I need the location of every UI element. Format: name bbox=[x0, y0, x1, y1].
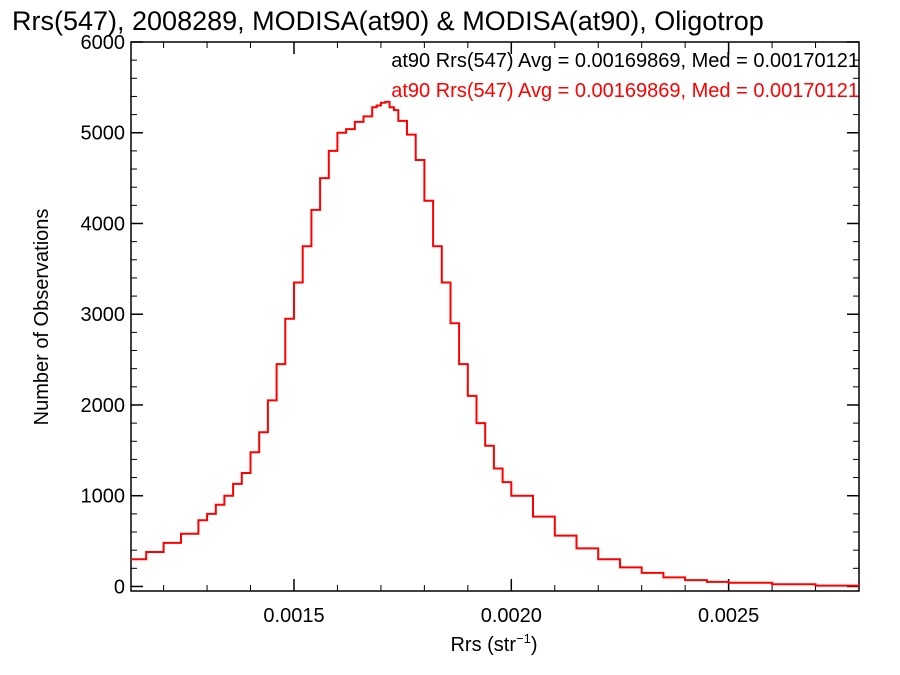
y-axis: 0 1000 2000 3000 4000 5000 6000 bbox=[81, 32, 859, 598]
chart-title: Rrs(547), 2008289, MODISA(at90) & MODISA… bbox=[12, 6, 764, 36]
annotation-black: at90 Rrs(547) Avg = 0.00169869, Med = 0.… bbox=[391, 50, 859, 72]
x-tick-label: 0.0015 bbox=[263, 605, 324, 627]
x-axis-label: Rrs (str−1) bbox=[450, 631, 537, 656]
plot-border bbox=[130, 41, 860, 592]
y-tick-label: 0 bbox=[114, 576, 125, 598]
x-tick-label: 0.0020 bbox=[481, 605, 542, 627]
annotation-red: at90 Rrs(547) Avg = 0.00169869, Med = 0.… bbox=[391, 80, 859, 102]
x-tick-label: 0.0025 bbox=[698, 605, 759, 627]
y-tick-label: 4000 bbox=[81, 213, 126, 235]
plot-frame bbox=[130, 41, 860, 592]
histogram-series-0 bbox=[131, 100, 860, 587]
series-layer bbox=[131, 100, 860, 587]
x-axis-label-superscript: −1 bbox=[516, 631, 531, 646]
y-axis-label: Number of Observations bbox=[31, 209, 53, 426]
y-tick-label: 2000 bbox=[81, 395, 126, 417]
x-axis-label-prefix: Rrs (str bbox=[450, 634, 516, 656]
y-tick-label: 6000 bbox=[81, 32, 126, 54]
x-axis-label-suffix: ) bbox=[531, 634, 538, 656]
y-tick-label: 1000 bbox=[81, 486, 126, 508]
y-tick-label: 3000 bbox=[81, 304, 126, 326]
y-tick-label: 5000 bbox=[81, 123, 126, 145]
x-axis: 0.0015 0.0020 0.0025 bbox=[163, 42, 860, 627]
